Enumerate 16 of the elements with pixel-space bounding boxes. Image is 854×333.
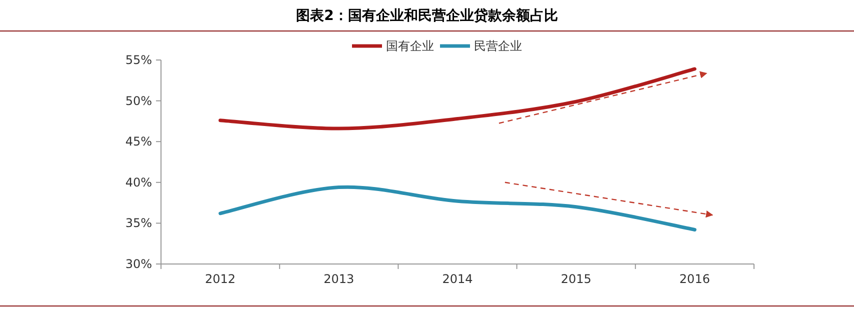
y-tick-label: 50% xyxy=(125,94,152,108)
line-series xyxy=(218,67,696,130)
x-tick-label: 2016 xyxy=(679,272,710,286)
legend-label: 国有企业 xyxy=(386,39,434,53)
x-tick-label: 2015 xyxy=(560,272,592,286)
line-series xyxy=(218,185,696,232)
chart-title: 图表2：国有企业和民营企业贷款余额占比 xyxy=(296,7,558,24)
y-tick-label: 30% xyxy=(125,257,152,271)
x-tick-label: 2013 xyxy=(324,272,354,286)
legend-label: 民营企业 xyxy=(474,39,522,53)
y-tick-label: 55% xyxy=(125,53,152,67)
x-tick-label: 2012 xyxy=(205,272,236,286)
y-tick-label: 40% xyxy=(125,175,152,190)
y-tick-label: 45% xyxy=(125,134,152,149)
y-tick-label: 35% xyxy=(125,216,152,230)
x-tick-label: 2014 xyxy=(442,272,473,286)
